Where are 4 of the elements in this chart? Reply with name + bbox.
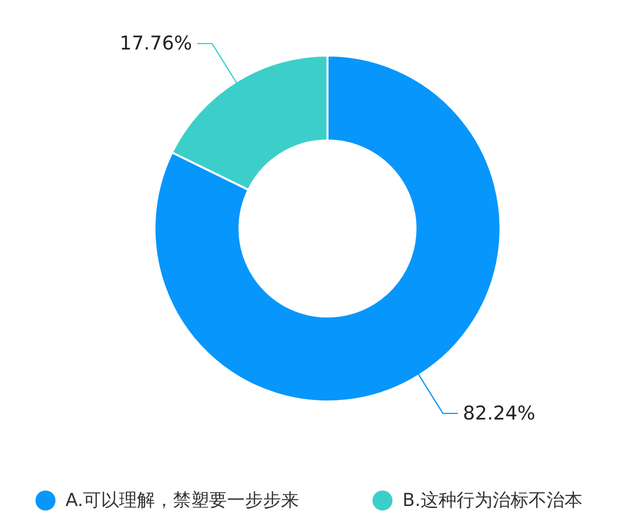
legend-label: A.可以理解，禁塑要一步步来	[66, 490, 300, 511]
data-label: 17.76%	[120, 32, 192, 55]
data-label: 82.24%	[462, 402, 536, 424]
legend-label: B.这种行为治标不治本	[402, 490, 583, 511]
